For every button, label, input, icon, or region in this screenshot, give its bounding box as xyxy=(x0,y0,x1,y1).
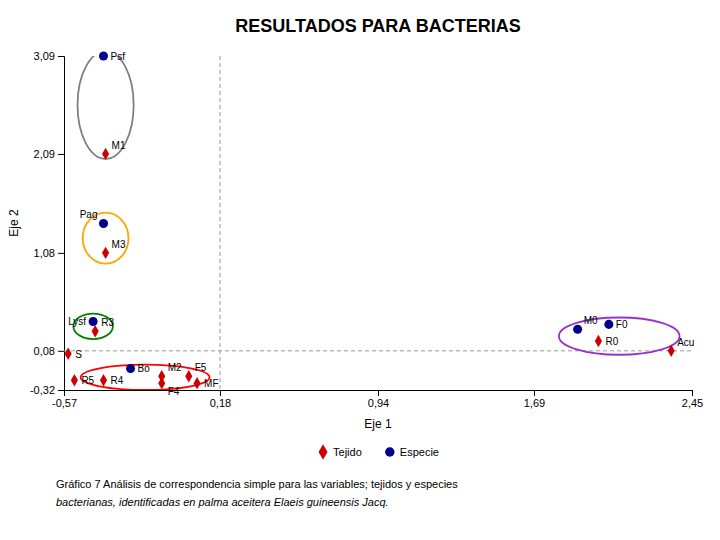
x-axis-tick: -0,57 xyxy=(52,390,77,409)
point xyxy=(194,377,201,389)
point xyxy=(89,317,98,326)
x-axis-tick: 0,94 xyxy=(368,390,389,409)
point-label: R3 xyxy=(101,317,114,328)
point xyxy=(102,247,109,259)
point xyxy=(99,51,108,60)
point xyxy=(185,370,192,382)
y-axis-tick-label: -0,32 xyxy=(30,384,55,396)
point xyxy=(668,345,675,357)
legend-label: Especie xyxy=(400,446,439,458)
legend: Tejido Especie xyxy=(319,444,439,460)
point xyxy=(65,348,72,360)
point-label: F4 xyxy=(168,386,180,397)
x-axis-tick-mark xyxy=(534,390,535,396)
y-axis-tick: 2,09 xyxy=(34,148,64,160)
point xyxy=(604,320,613,329)
point-label: S xyxy=(75,349,82,360)
caption: bacterianas, identificadas en palma acei… xyxy=(56,496,389,508)
point-label: M2 xyxy=(168,362,182,373)
point-label: M1 xyxy=(112,140,126,151)
y-axis-tick: -0,32 xyxy=(30,384,64,396)
y-axis-tick-label: 3,09 xyxy=(34,50,55,62)
x-axis-tick: 1,69 xyxy=(524,390,545,409)
point-label: R4 xyxy=(111,375,124,386)
y-axis-tick-label: 0,08 xyxy=(34,345,55,357)
point xyxy=(71,374,78,386)
point xyxy=(573,325,582,334)
point-label: Psf xyxy=(111,51,126,62)
legend-symbol xyxy=(385,447,394,456)
point xyxy=(158,377,165,389)
point-labels: M1 M3 R3 S R5 R4 M2 F4 F5 MF R0 Acu Psf Pag Lysf Bo M0 F0 xyxy=(68,51,694,397)
point-label: Pag xyxy=(80,209,98,220)
point-label: F0 xyxy=(616,319,628,330)
x-axis-tick-mark xyxy=(220,390,221,396)
point-label: Bo xyxy=(138,363,151,374)
y-axis-tick-label: 1,08 xyxy=(34,247,55,259)
y-axis-tick-mark xyxy=(58,390,64,391)
x-axis-tick: 2,45 xyxy=(682,390,703,409)
points xyxy=(65,51,675,389)
chart-container: RESULTADOS PARA BACTERIAS -0,57 0,18 0,94 1,… xyxy=(0,0,720,540)
y-axis-tick-mark xyxy=(58,253,64,254)
point-label: R0 xyxy=(605,336,618,347)
marks xyxy=(64,56,692,390)
x-axis-tick: 0,18 xyxy=(210,390,231,409)
x-axis-tick-label: 1,69 xyxy=(524,397,545,409)
point xyxy=(102,148,109,160)
x-axis-tick-label: 0,94 xyxy=(368,397,389,409)
legend-symbol xyxy=(319,444,328,460)
x-axis-line xyxy=(65,391,693,397)
x-axis-tick-label: 2,45 xyxy=(682,397,703,409)
group-ellipse xyxy=(78,56,134,159)
reference-line xyxy=(64,350,692,351)
point-label: M3 xyxy=(112,239,126,250)
y-axis-tick-mark xyxy=(58,351,64,352)
point xyxy=(100,374,107,386)
point-label: Lysf xyxy=(68,316,86,327)
x-axis-tick-label: -0,57 xyxy=(52,397,77,409)
legend-item: Especie xyxy=(385,446,439,458)
y-axis: -0,32 0,08 1,08 2,09 3,09 xyxy=(30,50,65,396)
x-axis-tick-label: 0,18 xyxy=(210,397,231,409)
y-axis-title: Eje 2 xyxy=(7,209,21,237)
point xyxy=(126,364,135,373)
y-axis-tick: 1,08 xyxy=(34,247,64,259)
title: RESULTADOS PARA BACTERIAS xyxy=(235,16,520,36)
point-label: MF xyxy=(204,378,218,389)
y-axis-tick-label: 2,09 xyxy=(34,148,55,160)
point-label: R5 xyxy=(81,375,94,386)
plot-area: -0,57 0,18 0,94 1,69 2,45 -0,32 0,08 1,08 2,09 3,… xyxy=(30,50,703,409)
x-axis-tick-mark xyxy=(378,390,379,396)
y-axis-tick-mark xyxy=(58,56,64,57)
point xyxy=(99,219,108,228)
point xyxy=(92,325,99,337)
group-ellipse xyxy=(559,318,680,355)
x-axis-tick-mark xyxy=(692,390,693,396)
y-axis-line xyxy=(58,57,65,391)
chart-svg: RESULTADOS PARA BACTERIAS -0,57 0,18 0,94 1,… xyxy=(0,0,720,540)
x-axis: -0,57 0,18 0,94 1,69 2,45 xyxy=(52,390,703,409)
point-label: Acu xyxy=(677,337,694,348)
legend-item: Tejido xyxy=(319,444,362,460)
caption: Gráfico 7 Análisis de correspondencia si… xyxy=(56,478,458,490)
point-label: M0 xyxy=(584,315,598,326)
x-axis-title: Eje 1 xyxy=(364,417,392,431)
reference-line xyxy=(219,56,220,390)
point-label: F5 xyxy=(195,362,207,373)
y-axis-tick: 0,08 xyxy=(34,345,64,357)
point xyxy=(595,335,602,347)
legend-label: Tejido xyxy=(333,446,362,458)
y-axis-tick: 3,09 xyxy=(34,50,64,62)
y-axis-tick-mark xyxy=(58,154,64,155)
